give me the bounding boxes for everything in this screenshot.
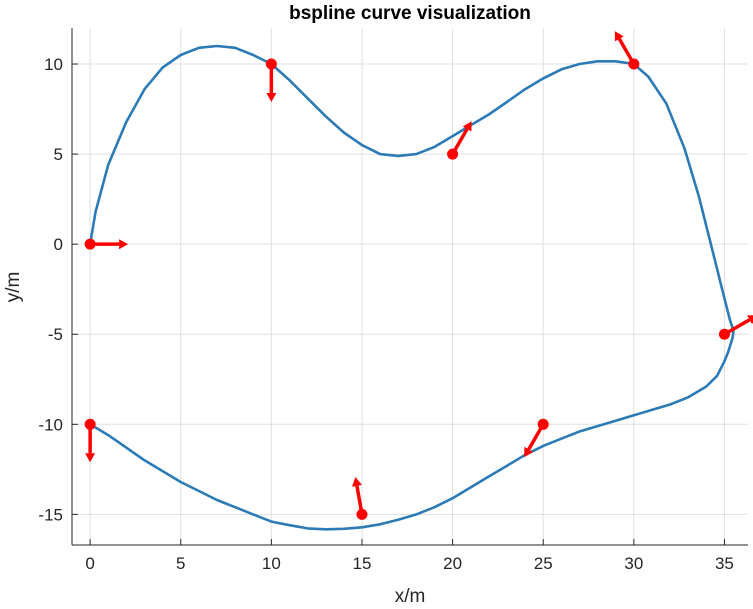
waypoint-marker-4: [718, 328, 730, 340]
y-tick-label-0: 10: [44, 55, 63, 74]
y-tick-label-4: -10: [38, 415, 63, 434]
x-tick-label-7: 35: [715, 554, 734, 573]
waypoint-marker-0: [84, 238, 96, 250]
bspline-curve: [88, 44, 735, 531]
heading-arrowhead-1: [266, 93, 277, 102]
y-tick-label-5: -15: [38, 505, 63, 524]
x-tick-label-3: 15: [353, 554, 372, 573]
waypoint-marker-2: [447, 148, 459, 160]
waypoint-marker-6: [356, 508, 368, 520]
heading-arrowhead-5: [524, 446, 533, 458]
heading-arrowhead-3: [614, 31, 624, 42]
x-tick-label-1: 5: [176, 554, 185, 573]
heading-arrowhead-7: [85, 453, 96, 463]
plot-area: 0 5 10 15 20 25 30 35 10 5 0 -5 -10 -15: [38, 28, 753, 573]
y-tick-label-3: -5: [48, 325, 63, 344]
chart-title: bspline curve visualization: [289, 3, 531, 24]
waypoint-marker-1: [265, 58, 277, 70]
x-axis-label: x/m: [395, 586, 426, 607]
heading-arrowhead-4: [747, 315, 753, 325]
y-tick-label-2: 0: [54, 235, 63, 254]
heading-arrowhead-0: [119, 239, 129, 250]
y-axis-label: y/m: [3, 272, 24, 303]
waypoint-marker-5: [537, 418, 549, 430]
heading-arrowhead-6: [352, 477, 362, 487]
y-tick-label-1: 5: [54, 145, 63, 164]
x-tick-label-6: 30: [624, 554, 643, 573]
waypoint-marker-7: [84, 418, 96, 430]
x-tick-label-5: 25: [534, 554, 553, 573]
waypoint-marker-3: [628, 58, 640, 70]
heading-arrowhead-2: [462, 121, 472, 132]
x-tick-label-2: 10: [262, 554, 281, 573]
x-tick-label-0: 0: [85, 554, 94, 573]
x-tick-label-4: 20: [443, 554, 462, 573]
